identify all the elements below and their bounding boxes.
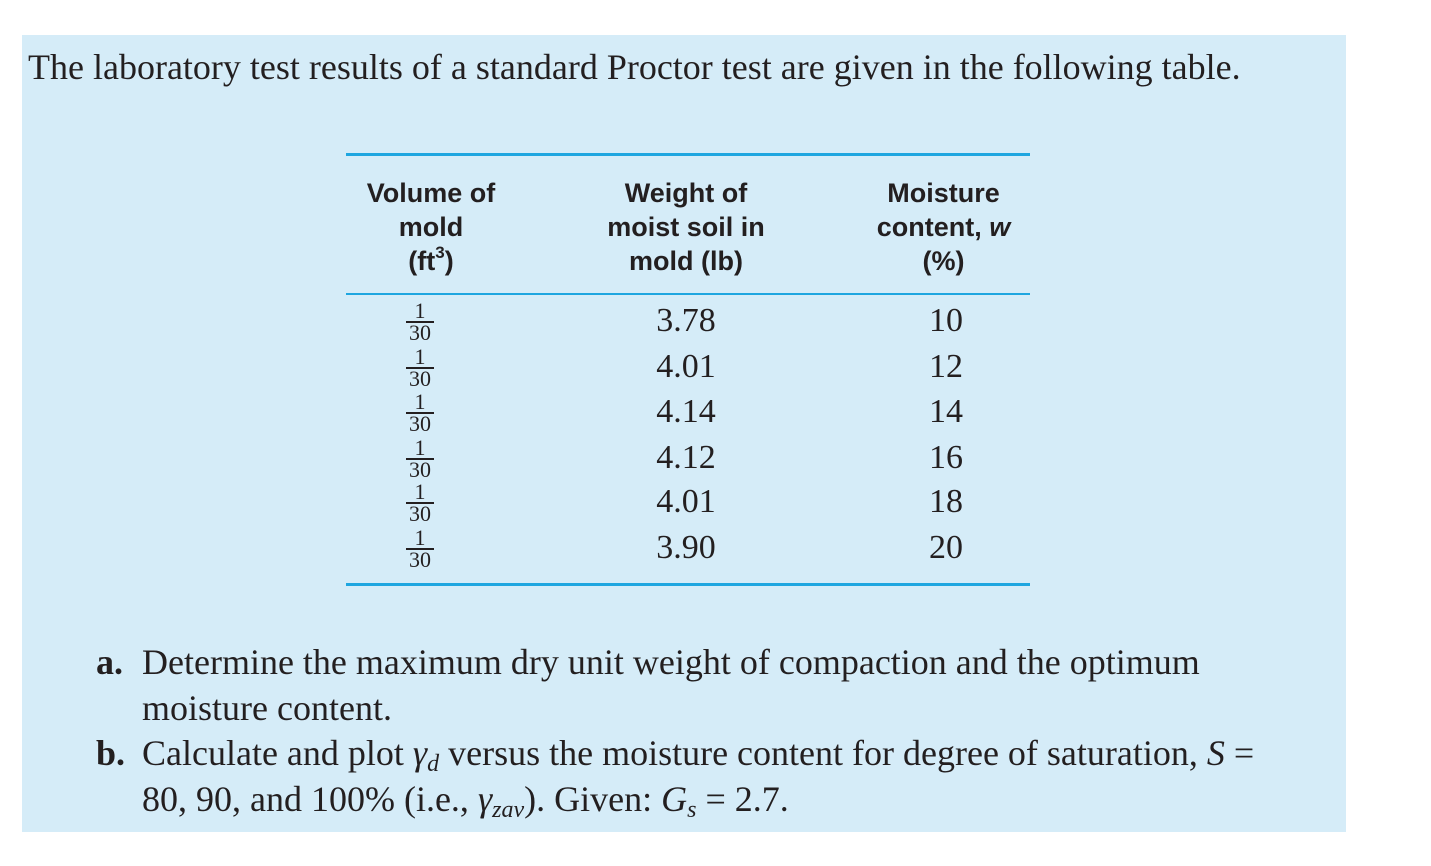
volume-fraction: 1 30 (405, 435, 435, 482)
header-volume-unit: (ft (408, 246, 436, 276)
header-volume-line3: (ft3) (346, 244, 516, 278)
weight-cell: 4.01 (656, 483, 716, 520)
header-moisture-content: content, (876, 212, 990, 242)
table-row: 1 30 4.14 14 (346, 386, 1030, 436)
gamma-subscript-d: d (427, 751, 440, 777)
fraction-denominator: 30 (409, 457, 431, 482)
volume-fraction: 1 30 (405, 479, 435, 526)
moisture-cell: 10 (929, 302, 963, 339)
header-moisture-line3: (%) (922, 246, 965, 276)
header-moisture-line2: content, w (856, 210, 1031, 244)
question-b: b. Calculate and plot γd versus the moist… (96, 730, 1254, 822)
header-volume-line1: Volume of (366, 178, 496, 208)
moisture-cell: 14 (929, 393, 963, 430)
table-header: Volume of mold (ft3) Weight of moist soi… (346, 156, 1030, 293)
table-row: 1 30 4.01 18 (346, 476, 1030, 526)
fraction-denominator: 30 (409, 366, 431, 391)
table-row: 1 30 4.12 16 (346, 432, 1030, 482)
fraction-denominator: 30 (409, 411, 431, 436)
question-a-line1: a. Determine the maximum dry unit weight … (96, 639, 1200, 685)
header-weight-line2: moist soil in (607, 212, 765, 242)
table-header-rule (346, 293, 1030, 295)
fraction-bar (406, 458, 434, 460)
question-b-text2b: ). Given: (524, 779, 662, 819)
table-body: 1 30 3.78 10 1 30 4.01 12 1 30 4.14 14 1 30 … (346, 295, 1030, 583)
table-row: 1 30 3.90 20 (346, 522, 1030, 572)
saturation-symbol: S (1206, 733, 1225, 773)
fraction-numerator: 1 (414, 389, 426, 414)
moisture-cell: 20 (929, 529, 963, 566)
proctor-table: Volume of mold (ft3) Weight of moist soi… (346, 153, 1030, 586)
specific-gravity-symbol: G (661, 779, 688, 819)
question-a: a. Determine the maximum dry unit weight … (96, 639, 1200, 731)
moisture-cell: 18 (929, 483, 963, 520)
weight-cell: 4.01 (656, 348, 716, 385)
table-row: 1 30 3.78 10 (346, 295, 1030, 345)
fraction-bar (406, 412, 434, 414)
question-a-text1: Determine the maximum dry unit weight of… (142, 642, 1200, 682)
fraction-bar (406, 502, 434, 504)
moisture-cell: 16 (929, 439, 963, 476)
intro-text: The laboratory test results of a standar… (28, 47, 1241, 87)
fraction-denominator: 30 (409, 320, 431, 345)
question-a-text2: moisture content. (142, 688, 392, 728)
table-bottom-rule (346, 583, 1030, 586)
gamma-zav-symbol: γ (477, 779, 493, 819)
question-b-text1c: = (1224, 733, 1255, 773)
header-moisture-symbol: w (989, 212, 1011, 242)
weight-cell: 3.90 (656, 529, 716, 566)
fraction-denominator: 30 (409, 547, 431, 572)
fraction-numerator: 1 (414, 525, 426, 550)
gravity-subscript-s: s (687, 797, 697, 823)
header-moisture: Moisture content, w (%) (856, 176, 1031, 278)
fraction-bar (406, 321, 434, 323)
question-a-label: a. (96, 642, 123, 682)
fraction-numerator: 1 (414, 344, 426, 369)
header-volume-line2: mold (398, 212, 464, 242)
question-b-text2a: 80, 90, and 100% (i.e., (142, 779, 478, 819)
question-b-text1a: Calculate and plot (142, 733, 413, 773)
question-b-line2: 80, 90, and 100% (i.e., γzav). Given: Gs… (96, 776, 1254, 822)
problem-panel: The laboratory test results of a standar… (22, 35, 1346, 832)
moisture-cell: 12 (929, 348, 963, 385)
header-weight: Weight of moist soil in mold (lb) (581, 176, 791, 278)
volume-fraction: 1 30 (405, 298, 435, 345)
question-b-text1b: versus the moisture content for degree o… (439, 733, 1207, 773)
header-volume-close: ) (444, 246, 454, 276)
gamma-subscript-zav: zav (492, 797, 525, 823)
question-b-line1: b. Calculate and plot γd versus the moist… (96, 730, 1254, 776)
header-weight-line1: Weight of (624, 178, 748, 208)
fraction-numerator: 1 (414, 298, 426, 323)
table-row: 1 30 4.01 12 (346, 341, 1030, 391)
volume-fraction: 1 30 (405, 525, 435, 572)
volume-fraction: 1 30 (405, 389, 435, 436)
fraction-bar (406, 367, 434, 369)
fraction-numerator: 1 (414, 435, 426, 460)
weight-cell: 4.12 (656, 439, 716, 476)
question-b-label: b. (96, 733, 126, 773)
header-volume: Volume of mold (ft3) (346, 176, 516, 278)
question-b-text2c: = 2.7. (696, 779, 789, 819)
header-weight-line3: mold (lb) (629, 246, 743, 276)
table-top-rule (346, 153, 1030, 156)
gamma-symbol: γ (412, 733, 428, 773)
fraction-bar (406, 548, 434, 550)
weight-cell: 4.14 (656, 393, 716, 430)
header-moisture-line1: Moisture (887, 178, 1000, 208)
fraction-denominator: 30 (409, 501, 431, 526)
fraction-numerator: 1 (414, 479, 426, 504)
volume-fraction: 1 30 (405, 344, 435, 391)
weight-cell: 3.78 (656, 302, 716, 339)
header-volume-exponent: 3 (435, 243, 445, 262)
